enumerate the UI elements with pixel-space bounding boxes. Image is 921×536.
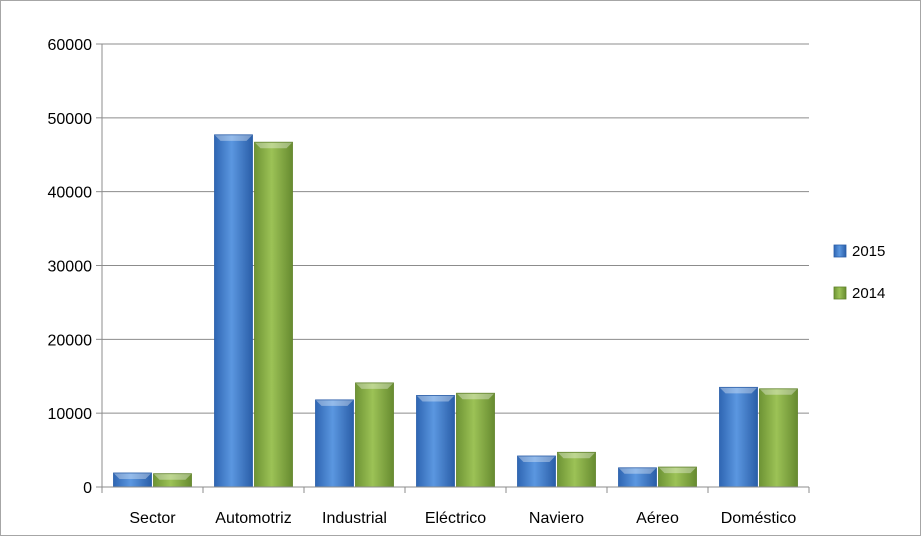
bar-bevel [557, 452, 596, 459]
bar-2014-sector [153, 473, 192, 488]
bar-body [254, 142, 293, 487]
y-tick-label: 40000 [48, 185, 93, 202]
bar-body [618, 467, 657, 487]
y-tick-labels: 0 10000 20000 30000 40000 50000 60000 [48, 37, 93, 497]
x-tick-label: Sector [129, 510, 176, 527]
bar-2015-naviero [517, 455, 556, 488]
bar-body [113, 472, 152, 487]
y-tick-label: 10000 [48, 406, 93, 423]
bar-body [719, 387, 758, 487]
x-tick-label: Automotriz [215, 510, 291, 527]
bar-2014-naviero [557, 451, 596, 488]
x-tick-label: Aéreo [636, 510, 679, 527]
y-tick-label: 60000 [48, 37, 93, 54]
x-tick-label: Eléctrico [425, 510, 486, 527]
gridlines [102, 43, 809, 414]
bar-bevel [658, 467, 697, 474]
bar-bevel [416, 395, 455, 402]
legend-swatch [833, 286, 847, 300]
bar-2015-industrial [315, 399, 354, 488]
x-tick-labels: Sector Automotriz Industrial Eléctrico Navie… [129, 510, 796, 527]
bar-bevel [113, 472, 152, 479]
legend-swatch [833, 244, 847, 258]
bar-2014-industrial [355, 382, 394, 488]
bar-body [517, 455, 556, 487]
y-tick-label: 30000 [48, 259, 93, 276]
legend-label: 2015 [852, 243, 885, 260]
bar-bevel [719, 387, 758, 394]
bar-bevel [214, 134, 253, 141]
bar-bevel [254, 142, 293, 149]
bar-2014-automotriz [254, 141, 293, 488]
axes [96, 43, 810, 493]
legend-label: 2014 [852, 285, 885, 302]
bar-bevel [759, 388, 798, 395]
bar-2014-doméstico [759, 388, 798, 488]
bar-2015-automotriz [214, 134, 253, 488]
x-tick-label: Industrial [322, 510, 387, 527]
bar-2015-sector [113, 472, 152, 488]
bar-2014-eléctrico [456, 392, 495, 488]
bar-2015-doméstico [719, 386, 758, 488]
bar-2015-eléctrico [416, 395, 455, 488]
bar-bevel [315, 399, 354, 406]
bar-2015-aéreo [618, 467, 657, 488]
bar-body [456, 393, 495, 487]
legend-item-2014: 2014 [833, 285, 885, 302]
bar-body [416, 395, 455, 487]
y-tick-label: 20000 [48, 332, 93, 349]
x-tick-label: Doméstico [721, 510, 797, 527]
bar-bevel [618, 467, 657, 474]
bar-bevel [517, 455, 556, 462]
bars [113, 134, 798, 488]
legend-item-2015: 2015 [833, 243, 885, 260]
bar-2014-aéreo [658, 466, 697, 488]
bar-body [214, 134, 253, 487]
bar-body [557, 452, 596, 487]
x-tick-label: Naviero [529, 510, 584, 527]
y-tick-label: 50000 [48, 111, 93, 128]
bar-bevel [153, 473, 192, 480]
bar-body [759, 388, 798, 487]
bar-body [153, 473, 192, 487]
bar-bevel [456, 393, 495, 400]
bar-body [658, 467, 697, 487]
bar-body [315, 399, 354, 487]
bar-bevel [355, 382, 394, 389]
legend: 2015 2014 [833, 243, 885, 302]
bar-body [355, 382, 394, 487]
y-tick-label: 0 [83, 480, 92, 497]
